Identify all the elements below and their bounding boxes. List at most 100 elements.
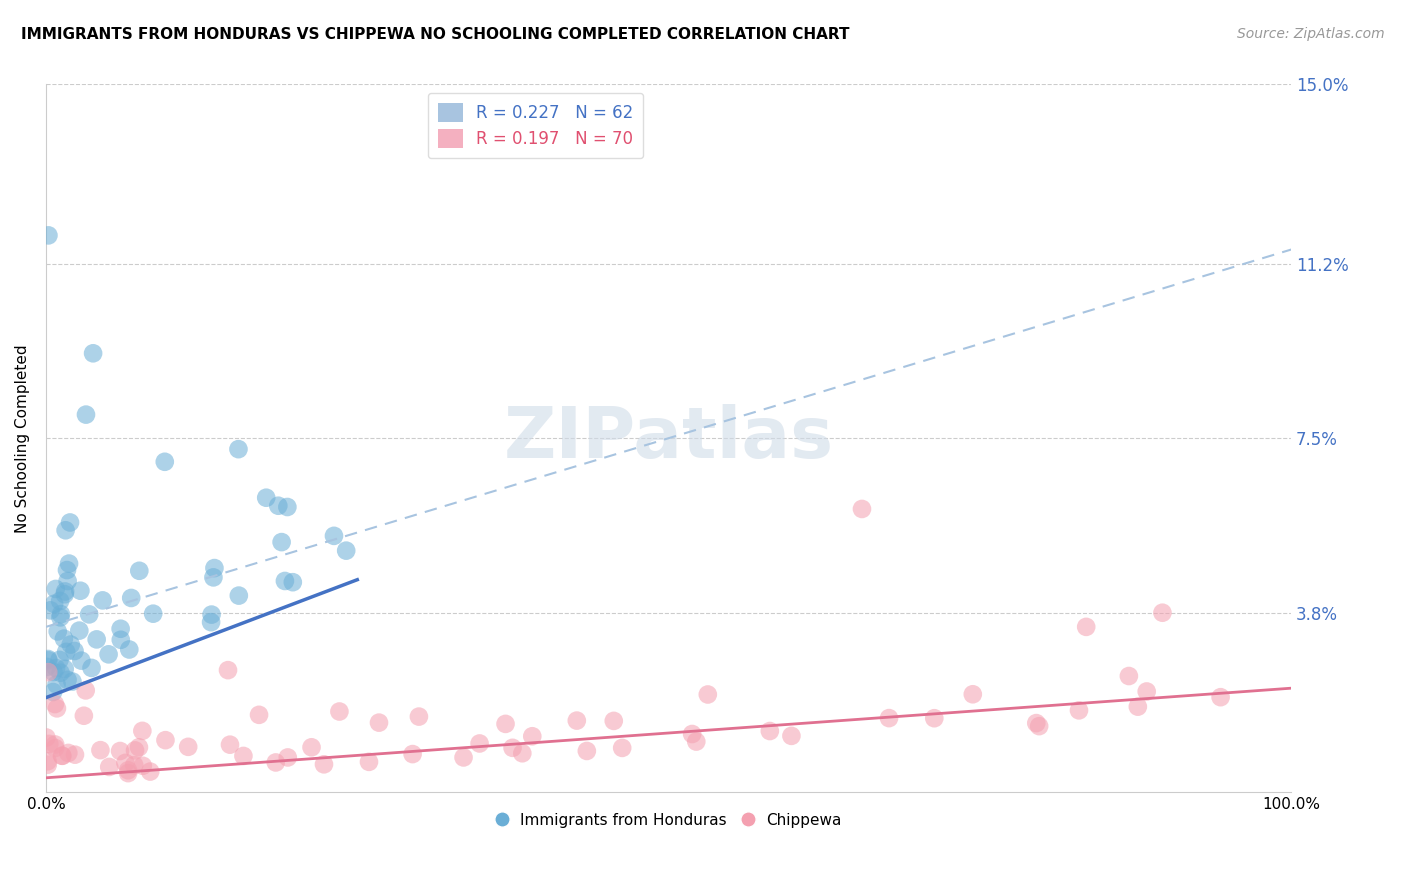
Point [77,607,100,622]
Point [204,561,226,575]
Point [603,714,626,728]
Point [44,738,66,752]
Point [75,408,97,422]
Point [37,754,59,768]
Point [55,645,77,659]
Point [312,757,335,772]
Text: Source: ZipAtlas.com: Source: ZipAtlas.com [1237,27,1385,41]
Point [510,746,533,760]
Point [155,733,177,747]
Point [612,740,634,755]
Point [49,594,72,608]
Point [323,529,346,543]
Point [122,758,145,772]
Point [267,499,290,513]
Point [53,584,76,599]
Point [962,687,984,701]
Point [45,677,67,691]
Point [877,711,900,725]
Point [1076,620,1098,634]
Point [335,543,357,558]
Point [53,587,76,601]
Point [1152,606,1174,620]
Point [117,766,139,780]
Point [51,748,73,763]
Point [277,750,299,764]
Point [49,607,72,622]
Point [44,741,66,756]
Point [110,622,132,636]
Point [502,740,524,755]
Point [42,597,65,611]
Point [55,523,77,537]
Point [46,624,69,639]
Point [759,724,782,739]
Point [232,748,254,763]
Point [120,591,142,605]
Point [142,607,165,621]
Point [58,746,80,760]
Point [45,701,67,715]
Point [254,491,277,505]
Point [110,632,132,647]
Point [132,758,155,772]
Point [80,661,103,675]
Point [131,723,153,738]
Point [58,557,80,571]
Point [63,644,86,658]
Point [851,502,873,516]
Point [37,757,59,772]
Point [49,610,72,624]
Point [247,707,270,722]
Point [495,717,517,731]
Point [281,575,304,590]
Point [1067,703,1090,717]
Text: ZIPatlas: ZIPatlas [503,404,834,473]
Point [153,455,176,469]
Point [98,760,121,774]
Point [202,570,225,584]
Point [264,756,287,770]
Point [575,744,598,758]
Point [565,714,588,728]
Point [924,711,946,725]
Point [49,665,72,680]
Point [44,697,66,711]
Point [1136,684,1159,698]
Point [37,652,59,666]
Point [53,662,76,676]
Point [328,705,350,719]
Point [39,603,62,617]
Point [59,516,82,530]
Point [56,673,79,687]
Point [37,653,59,667]
Point [35,660,58,674]
Point [1126,699,1149,714]
Point [91,593,114,607]
Point [276,500,298,514]
Point [200,615,222,629]
Point [401,747,423,761]
Point [1209,690,1232,705]
Point [37,665,59,679]
Point [51,748,73,763]
Text: IMMIGRANTS FROM HONDURAS VS CHIPPEWA NO SCHOOLING COMPLETED CORRELATION CHART: IMMIGRANTS FROM HONDURAS VS CHIPPEWA NO … [21,27,849,42]
Point [56,563,79,577]
Point [42,665,65,679]
Point [696,688,718,702]
Point [89,743,111,757]
Point [1028,719,1050,733]
Point [408,709,430,723]
Point [128,740,150,755]
Point [124,743,146,757]
Point [270,535,292,549]
Point [73,708,96,723]
Point [177,739,200,754]
Point [67,624,90,638]
Point [62,674,84,689]
Point [56,574,79,588]
Point [681,727,703,741]
Point [468,736,491,750]
Point [75,683,97,698]
Point [219,738,242,752]
